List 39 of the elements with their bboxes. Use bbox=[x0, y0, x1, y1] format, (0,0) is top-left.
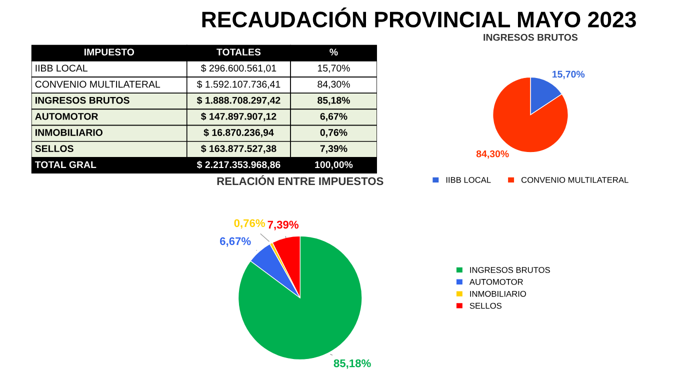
text: $ 1.888.708.297,42 bbox=[196, 96, 280, 106]
data-label: 0,76% bbox=[234, 219, 266, 229]
text: 7,39% bbox=[320, 145, 348, 154]
text: 85,18% bbox=[318, 96, 350, 106]
text: INGRESOS BRUTOS bbox=[36, 96, 130, 104]
text: 100,00% bbox=[315, 161, 353, 170]
text: TOTALES bbox=[216, 48, 261, 56]
legend-label: IIBB LOCAL bbox=[446, 176, 491, 183]
text: 84,30% bbox=[318, 80, 350, 89]
text: AUTOMOTOR bbox=[35, 112, 98, 120]
text: $ 16.870.236,94 bbox=[204, 128, 274, 138]
text: TOTAL GRAL bbox=[34, 161, 96, 168]
legend-label: INMOBILIARIO bbox=[470, 290, 526, 297]
text: $ 1.592.107.736,41 bbox=[196, 80, 280, 89]
text: SELLOS bbox=[35, 145, 74, 152]
data-label: 7,39% bbox=[268, 220, 299, 230]
text: $ 2.217.353.968,86 bbox=[196, 160, 280, 170]
text: IMPUESTO bbox=[84, 48, 134, 56]
text: $ 163.877.527,38 bbox=[201, 144, 276, 154]
chart-title: RELACIÓN ENTRE IMPUESTOS bbox=[217, 175, 384, 186]
text: $ 147.897.907,12 bbox=[201, 112, 276, 122]
text: CONVENIO MULTILATERAL bbox=[35, 80, 160, 88]
text: IIBB LOCAL bbox=[36, 64, 88, 72]
text: % bbox=[330, 48, 338, 56]
data-label: 6,67% bbox=[220, 237, 251, 247]
data-label: 85,18% bbox=[334, 359, 371, 369]
data-label: 15,70% bbox=[552, 70, 585, 80]
text: RECAUDACIÓN PROVINCIAL MAYO 2023 bbox=[202, 8, 636, 28]
legend-label: CONVENIO MULTILATERAL bbox=[521, 176, 628, 183]
data-label: 84,30% bbox=[476, 150, 509, 159]
text: 6,67% bbox=[320, 112, 348, 122]
text: INMOBILIARIO bbox=[36, 129, 103, 136]
text: 0,76% bbox=[320, 129, 348, 138]
legend-label: INGRESOS BRUTOS bbox=[470, 267, 550, 273]
legend-label: AUTOMOTOR bbox=[469, 278, 523, 285]
legend-label: SELLOS bbox=[470, 302, 502, 309]
chart-title: INGRESOS BRUTOS bbox=[484, 34, 578, 41]
text: 15,70% bbox=[318, 64, 350, 73]
text: $ 296.600.561,01 bbox=[200, 64, 276, 73]
